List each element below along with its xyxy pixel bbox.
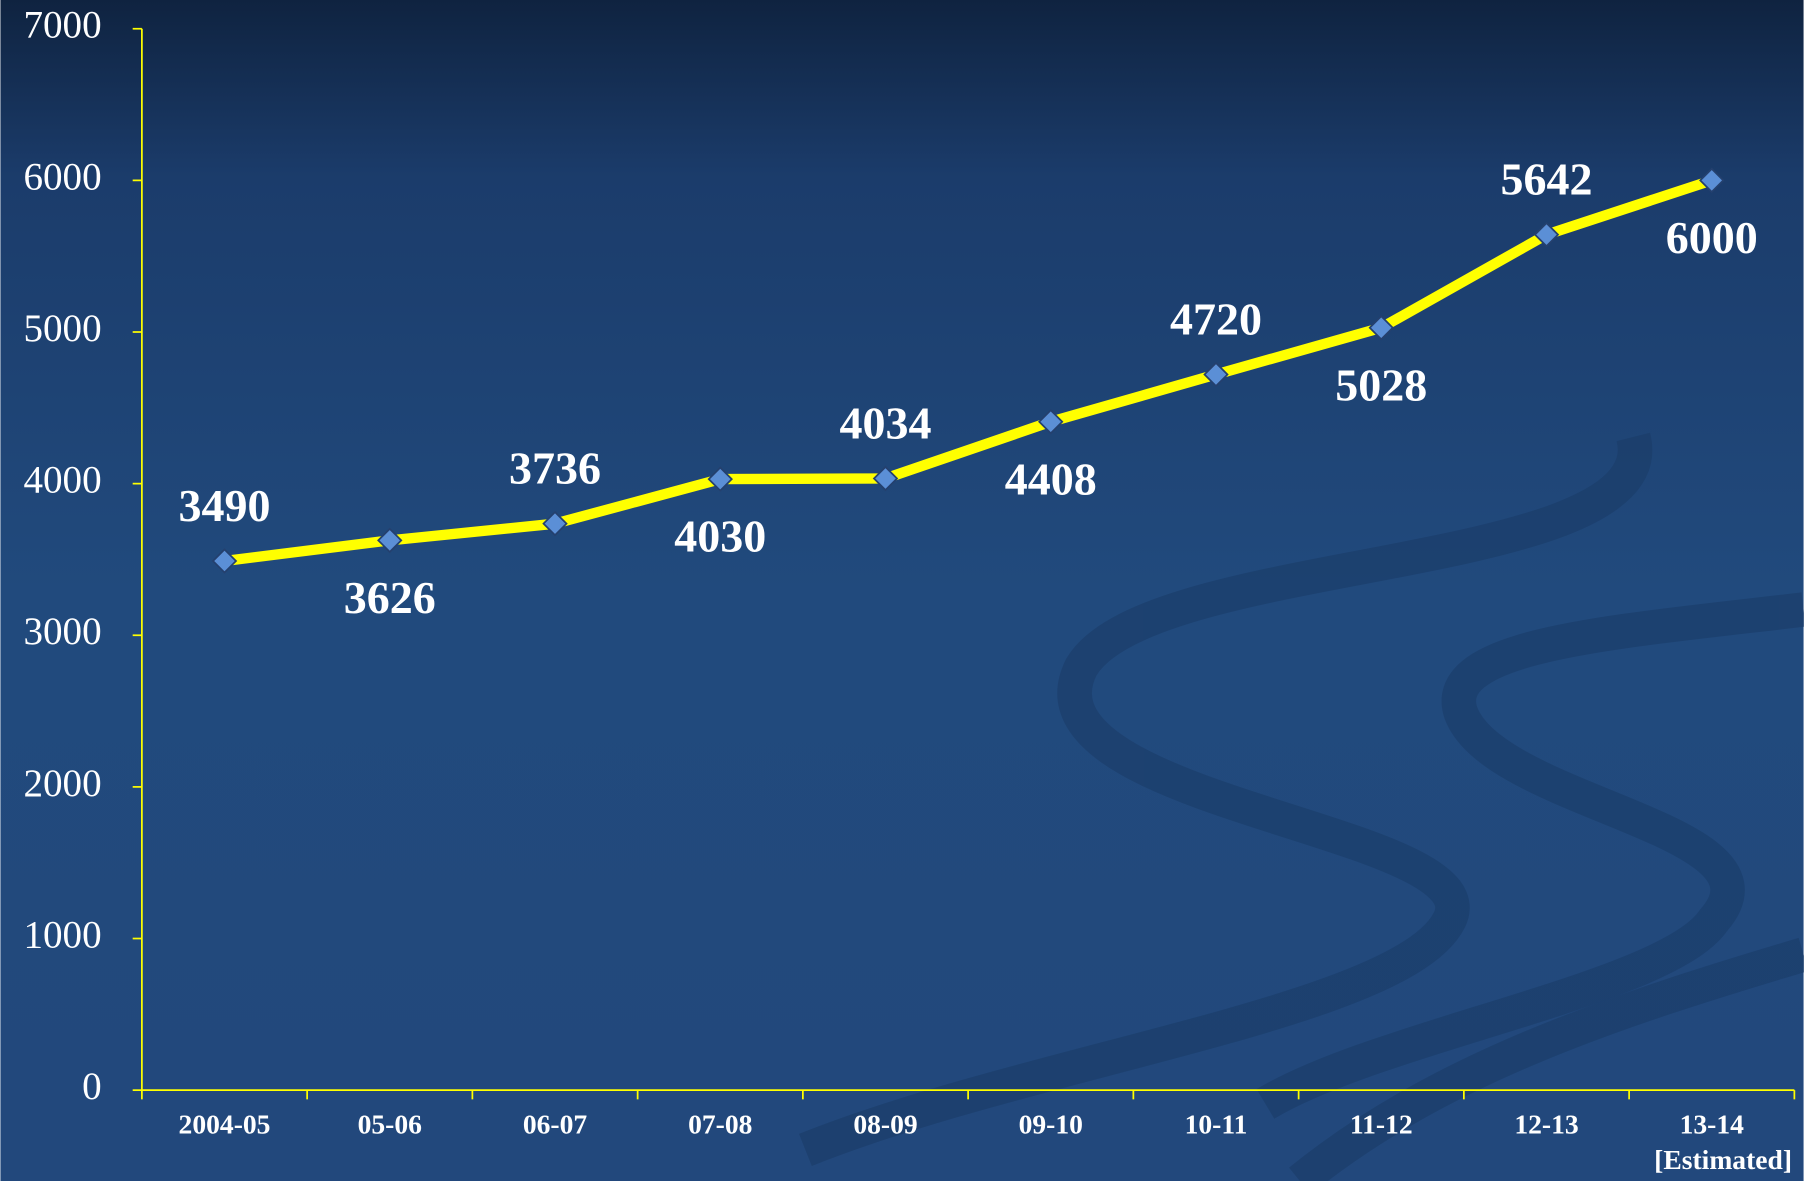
y-tick-label: 1000	[23, 913, 101, 956]
data-label: 3626	[344, 572, 436, 623]
y-tick-label: 7000	[23, 4, 101, 47]
marker	[377, 527, 403, 554]
marker	[872, 465, 899, 492]
marker	[1368, 315, 1394, 341]
x-tick-label: 09-10	[1019, 1108, 1083, 1139]
y-tick-label: 5000	[23, 307, 101, 350]
x-tick-label: 06-07	[523, 1108, 588, 1139]
y-tick-label: 0	[82, 1065, 102, 1108]
data-label: 3736	[509, 443, 601, 494]
annotation: [Estimated]	[1654, 1144, 1792, 1175]
y-tick-label: 4000	[23, 459, 101, 502]
x-tick-label: 10-11	[1185, 1108, 1248, 1139]
x-tick-label: 2004-05	[179, 1108, 271, 1139]
marker	[211, 548, 238, 574]
x-tick-label: 13-14	[1680, 1108, 1745, 1139]
y-tick-label: 2000	[23, 762, 101, 805]
data-label: 4034	[840, 397, 932, 448]
line	[223, 175, 1714, 567]
data-label: 6000	[1666, 212, 1758, 263]
marker	[707, 466, 733, 492]
y-tick-label: 6000	[23, 155, 101, 198]
decoration	[799, 432, 1804, 1181]
data-label: 5028	[1335, 359, 1427, 410]
marker	[1203, 361, 1229, 388]
data-label: 4720	[1170, 293, 1262, 344]
x-tick-label: 11-12	[1350, 1108, 1413, 1139]
y-tick-label: 3000	[23, 610, 101, 653]
marker	[1533, 221, 1560, 248]
x-tick-label: 12-13	[1514, 1108, 1578, 1139]
x-tick-label: 07-08	[688, 1108, 752, 1139]
marker	[1038, 409, 1064, 435]
x-tick-label: 08-09	[853, 1108, 917, 1139]
marker	[1699, 167, 1725, 194]
data-label: 4408	[1005, 453, 1097, 504]
data-label: 4030	[674, 511, 766, 562]
data-label: 5642	[1501, 154, 1593, 205]
x-tick-label: 05-06	[358, 1108, 422, 1139]
marker	[542, 510, 568, 537]
data-label: 3490	[179, 480, 271, 531]
